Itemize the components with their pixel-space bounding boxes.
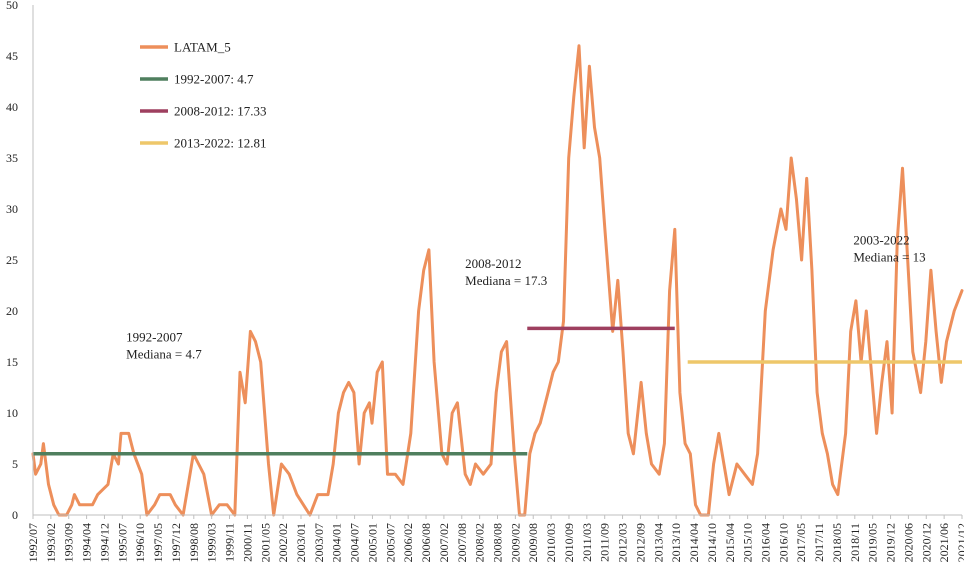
y-tick-label: 45 [6, 49, 18, 63]
y-tick-label: 25 [6, 253, 18, 267]
x-tick-label: 2011/09 [598, 523, 612, 562]
annotation: 2008-2012 Mediana = 17.3 [465, 256, 547, 288]
x-tick-label: 2013/04 [651, 523, 665, 562]
x-tick-label: 2020/06 [901, 523, 915, 562]
x-tick-label: 2008/08 [491, 523, 505, 562]
x-tick-label: 2000/11 [240, 523, 254, 562]
axis-layer: 0 5 10 15 20 25 30 35 40 45 50 1992/07 1993/02 1993/0… [6, 0, 964, 562]
y-tick-label: 5 [12, 457, 18, 471]
x-tick-label: 2014/04 [687, 523, 701, 562]
x-tick-label: 1996/10 [133, 523, 147, 562]
x-tick-label: 1999/11 [223, 523, 237, 562]
legend-label: 2008-2012: 17.33 [174, 104, 266, 119]
x-tick-label: 2007/08 [455, 523, 469, 562]
annotation: 1992-2007 Mediana = 4.7 [126, 330, 202, 362]
x-tick-label: 1999/03 [205, 523, 219, 562]
x-tick-label: 2006/08 [419, 523, 433, 562]
annotation-line: Mediana = 4.7 [126, 347, 202, 362]
annotation-line: Mediana = 13 [853, 250, 925, 265]
y-tick-label: 50 [6, 0, 18, 12]
x-tick-label: 2009/02 [508, 523, 522, 562]
x-tick-label: 2020/12 [919, 523, 933, 562]
annotations: 1992-2007 Mediana = 4.7 2008-2012 Mediana =… [126, 233, 925, 362]
y-tick-label: 10 [6, 406, 18, 420]
annotation: 2003-2022 Mediana = 13 [853, 233, 925, 265]
x-tick-label: 2019/05 [866, 523, 880, 562]
x-tick-label: 2003/01 [294, 523, 308, 562]
x-tick-label: 2005/07 [383, 523, 397, 562]
y-tick-label: 15 [6, 355, 18, 369]
annotation-line: 1992-2007 [126, 330, 183, 345]
x-tick-label: 2003/07 [312, 523, 326, 562]
x-tick-label: 2010/03 [544, 523, 558, 562]
y-tick-label: 20 [6, 304, 18, 318]
x-tick-label: 1998/08 [187, 523, 201, 562]
annotation-line: 2008-2012 [465, 256, 521, 271]
series-layer [31, 44, 964, 517]
legend-label: 1992-2007: 4.7 [174, 72, 254, 87]
x-tick-label: 2008/02 [473, 523, 487, 562]
annotation-line: 2003-2022 [853, 233, 909, 248]
x-tick-label: 2014/10 [705, 523, 719, 562]
x-tick-label: 2006/02 [401, 523, 415, 562]
x-tick-label: 2004/01 [330, 523, 344, 562]
x-tick-label: 1993/02 [44, 523, 58, 562]
x-tick-label: 2010/09 [562, 523, 576, 562]
x-tick-label: 2009/08 [526, 523, 540, 562]
x-tick-label: 2016/04 [758, 523, 772, 562]
x-tick-label: 2018/05 [830, 523, 844, 562]
x-tick-label: 2017/11 [812, 523, 826, 562]
x-tick-label: 2002/02 [276, 523, 290, 562]
x-tick-label: 1997/05 [151, 523, 165, 562]
y-tick-label: 30 [6, 202, 18, 216]
series-line-latam5 [31, 44, 964, 517]
x-tick-label: 2015/10 [741, 523, 755, 562]
x-tick-label: 2007/02 [437, 523, 451, 562]
x-tick-label: 2021/12 [955, 523, 964, 562]
x-tick-label: 2004/07 [348, 523, 362, 562]
y-tick-label: 40 [6, 100, 18, 114]
x-tick-label: 2019/12 [884, 523, 898, 562]
x-tick-label: 2001/05 [258, 523, 272, 562]
legend-label: 2013-2022: 12.81 [174, 136, 266, 151]
x-tick-label: 2021/06 [937, 523, 951, 562]
x-tick-label: 2012/03 [616, 523, 630, 562]
x-tick-label: 2015/04 [723, 523, 737, 562]
y-tick-label: 0 [12, 508, 18, 522]
x-tick-label: 1995/07 [115, 523, 129, 562]
x-tick-label: 2012/09 [633, 523, 647, 562]
x-tick-label: 2017/05 [794, 523, 808, 562]
x-tick-label: 2018/11 [848, 523, 862, 562]
x-tick-label: 2005/01 [365, 523, 379, 562]
legend-label: LATAM_5 [174, 40, 231, 55]
legend: LATAM_5 1992-2007: 4.7 2008-2012: 17.33 201… [140, 40, 266, 151]
x-tick-label: 1994/12 [97, 523, 111, 562]
x-tick-label: 2016/10 [776, 523, 790, 562]
y-tick-label: 35 [6, 151, 18, 165]
x-tick-label: 1992/07 [26, 523, 40, 562]
x-tick-label: 2011/03 [580, 523, 594, 562]
annotation-line: Mediana = 17.3 [465, 273, 547, 288]
x-tick-label: 1994/04 [80, 523, 94, 562]
x-tick-label: 1997/12 [169, 523, 183, 562]
x-tick-label: 2013/10 [669, 523, 683, 562]
x-tick-label: 1993/09 [62, 523, 76, 562]
